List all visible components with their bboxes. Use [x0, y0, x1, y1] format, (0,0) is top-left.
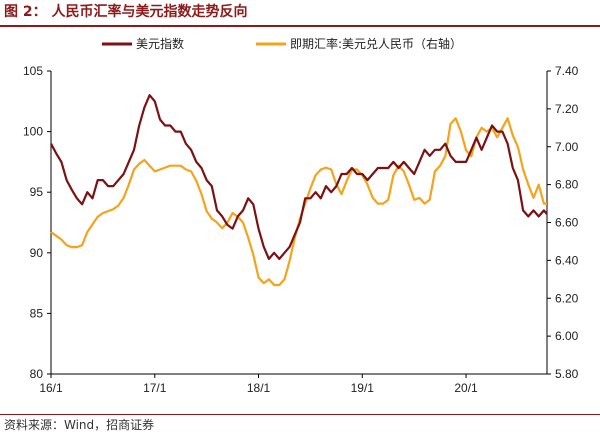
right-tick-label: 7.00 — [555, 140, 579, 154]
right-tick-label: 6.00 — [555, 329, 579, 343]
figure-title: 图 2： 人民币汇率与美元指数走势反向 — [4, 4, 248, 20]
x-tick-label: 18/1 — [247, 381, 271, 395]
left-tick-label: 90 — [30, 246, 44, 260]
right-tick-label: 7.40 — [555, 64, 579, 78]
legend-usd-index-label: 美元指数 — [136, 36, 184, 51]
right-tick-label: 6.40 — [555, 253, 579, 267]
left-tick-label: 105 — [23, 64, 43, 78]
left-tick-label: 95 — [30, 185, 44, 199]
footer-rule — [0, 414, 600, 415]
source-note: 资料来源：Wind，招商证券 — [4, 418, 155, 432]
usd-index-line — [50, 94, 548, 260]
right-tick-label: 6.20 — [555, 291, 579, 305]
x-tick-label: 19/1 — [351, 381, 375, 395]
left-tick-label: 80 — [30, 367, 44, 381]
title-rule — [0, 25, 600, 27]
left-tick-label: 100 — [23, 125, 43, 139]
left-tick-label: 85 — [30, 306, 44, 320]
legend-usdcny-label: 即期汇率:美元兑人民币（右轴） — [290, 36, 462, 51]
x-tick-label: 20/1 — [454, 381, 478, 395]
x-tick-label: 16/1 — [39, 381, 63, 395]
right-tick-label: 5.80 — [555, 367, 579, 381]
usdcny-line — [50, 117, 547, 287]
right-tick-label: 7.20 — [555, 102, 579, 116]
right-tick-label: 6.60 — [555, 216, 579, 230]
x-tick-label: 17/1 — [143, 381, 167, 395]
right-tick-label: 6.80 — [555, 178, 579, 192]
